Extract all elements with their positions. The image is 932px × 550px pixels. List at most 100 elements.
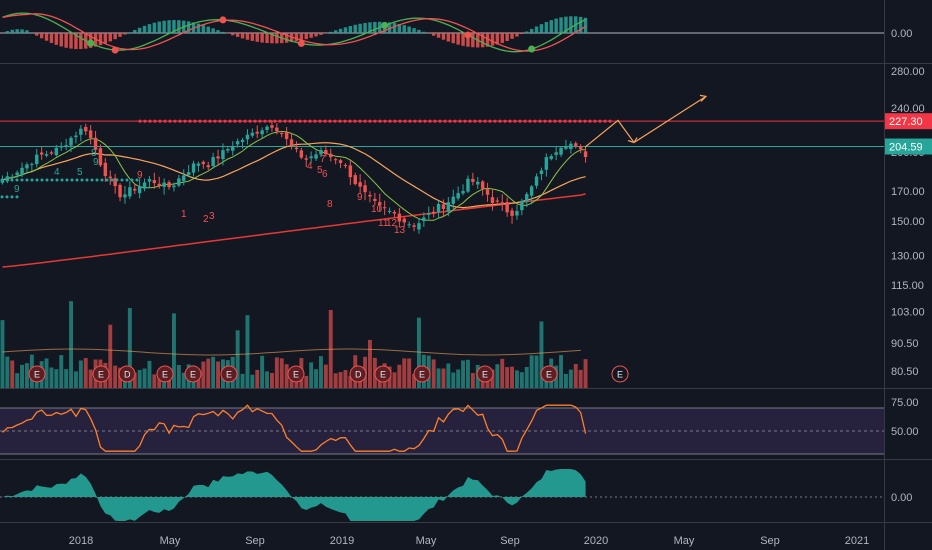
sequential-count-red: 4 [307, 161, 313, 172]
volume-bar [245, 315, 250, 388]
candle-body [235, 141, 240, 145]
resistance-dot [333, 119, 337, 123]
candle-body [534, 176, 539, 186]
candle-body [186, 172, 191, 176]
macd-histogram-bar [108, 33, 112, 42]
candle-body [79, 128, 83, 135]
support-dot [100, 178, 104, 182]
resistance-dot [428, 119, 432, 123]
sequential-count-green: 4 [54, 167, 60, 178]
macd-histogram-bar [529, 28, 534, 33]
candle-body [123, 194, 127, 198]
candle-body [284, 132, 289, 140]
volume-bar [510, 366, 515, 388]
volume-bar [147, 360, 152, 388]
macd-histogram-bar [118, 33, 122, 37]
macd-histogram-bar [167, 20, 171, 33]
macd-line [2, 12, 586, 53]
volume-bar [255, 369, 260, 388]
resistance-dot [413, 119, 417, 123]
resistance-dot [348, 119, 352, 123]
macd-histogram-bar [54, 33, 59, 45]
volume-bar [284, 364, 289, 388]
candle-body [549, 156, 553, 160]
candle-body [245, 134, 250, 140]
time-tick-label: May [674, 535, 695, 547]
macd-histogram-bar [98, 33, 103, 46]
resistance-dot [273, 119, 277, 123]
volume-bar [279, 358, 284, 388]
support-dot [80, 178, 84, 182]
candle-body [196, 163, 201, 166]
volume-bar [583, 359, 588, 388]
macd-histogram-bar [133, 29, 137, 33]
candle-body [353, 175, 357, 185]
resistance-dot [288, 119, 292, 123]
macd-histogram-bar [446, 33, 451, 42]
candle-body [20, 167, 24, 176]
candle-body [255, 131, 259, 134]
macd-cross-dot [464, 31, 472, 39]
macd-histogram-bar [338, 28, 343, 33]
macd-histogram-bar [157, 21, 161, 33]
candle-body [59, 145, 63, 148]
time-tick-label: Sep [500, 535, 520, 547]
volume-bar [132, 372, 137, 388]
candle-body [319, 150, 323, 155]
rsi-axis-label: 50.00 [891, 426, 919, 438]
macd-histogram-bar [456, 33, 460, 45]
candle-body [368, 194, 372, 197]
macd-histogram-bar [314, 33, 318, 37]
macd-signal-line [2, 13, 586, 52]
volume-bar [127, 308, 132, 388]
resistance-dot [388, 119, 392, 123]
support-dot [85, 178, 89, 182]
candle-body [177, 178, 181, 186]
candle-body [88, 130, 93, 138]
support-dot [55, 178, 59, 182]
sequential-count-green: 9 [14, 184, 20, 195]
macd-axis-label: 0.00 [891, 28, 912, 40]
sequential-count-red: 6 [322, 169, 328, 180]
time-tick-label: 2020 [584, 535, 608, 547]
sequential-count-red: 3 [209, 211, 215, 222]
resistance-dot [313, 119, 317, 123]
resistance-dot [223, 119, 227, 123]
macd-histogram-bar [578, 16, 583, 33]
candle-body [69, 137, 73, 146]
volume-bar [505, 367, 510, 388]
resistance-dot [468, 119, 472, 123]
resistance-dot [563, 119, 567, 123]
candle-body [10, 176, 14, 178]
resistance-dot [263, 119, 267, 123]
macd-histogram-bar [500, 33, 504, 43]
macd-histogram-bar [485, 33, 490, 47]
osc-area [2, 469, 586, 521]
macd-histogram-bar [137, 27, 142, 33]
rsi-line [2, 404, 587, 452]
resistance-dot [283, 119, 287, 123]
macd-histogram-bar [35, 33, 39, 36]
candle-body [172, 185, 176, 188]
resistance-dot [548, 119, 552, 123]
support-dot [95, 178, 99, 182]
volume-bar [578, 369, 583, 388]
resistance-dot [243, 119, 247, 123]
macd-cross-dot [219, 16, 227, 24]
candle-body [201, 161, 206, 165]
resistance-dot [423, 119, 427, 123]
macd-histogram-bar [407, 26, 411, 33]
macd-histogram-bar [583, 17, 588, 33]
volume-bar [318, 356, 323, 388]
volume-bar [367, 339, 372, 388]
resistance-dot [318, 119, 322, 123]
resistance-dot [383, 119, 387, 123]
volume-bar [274, 357, 279, 388]
candle-body [216, 156, 220, 159]
volume-bar [568, 369, 573, 388]
candle-body [221, 150, 225, 160]
macd-histogram-bar [480, 33, 485, 48]
candle-body [49, 152, 54, 154]
support-dot [70, 178, 74, 182]
candle-body [142, 182, 147, 189]
